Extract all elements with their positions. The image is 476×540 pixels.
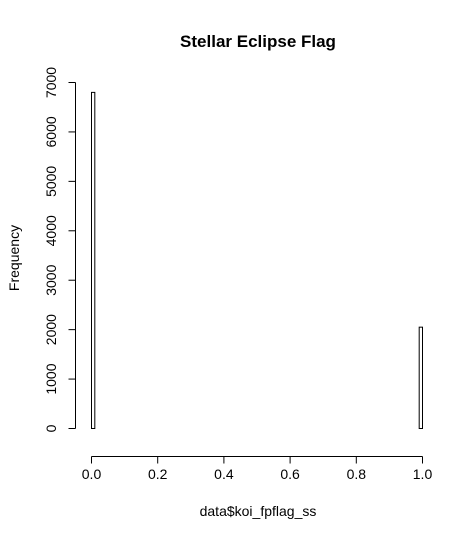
y-tick-label: 5000 (43, 166, 59, 197)
x-tick-label: 0.0 (82, 466, 102, 482)
x-axis-label: data$koi_fpflag_ss (200, 503, 317, 519)
histogram-bar-2 (418, 326, 424, 429)
x-tick-label: 1.0 (413, 466, 433, 482)
chart-title: Stellar Eclipse Flag (180, 32, 336, 51)
y-tick-label: 1000 (43, 363, 59, 394)
y-tick-label: 4000 (43, 215, 59, 246)
y-axis-label: Frequency (6, 225, 22, 291)
x-tick-label: 0.6 (280, 466, 300, 482)
histogram-bars (91, 91, 424, 429)
y-tick-label: 3000 (43, 264, 59, 295)
x-tick-label: 0.8 (347, 466, 367, 482)
x-tick-label: 0.4 (214, 466, 234, 482)
histogram-bar-0 (91, 91, 96, 429)
x-tick-label: 0.2 (148, 466, 168, 482)
y-tick-label: 2000 (43, 314, 59, 345)
y-tick-label: 0 (43, 424, 59, 432)
y-axis: 0 1000 2000 3000 4000 5000 6000 7000 (43, 67, 76, 432)
y-tick-label: 7000 (43, 67, 59, 98)
y-tick-label: 6000 (43, 116, 59, 147)
x-axis: 0.0 0.2 0.4 0.6 0.8 1.0 (82, 456, 433, 482)
